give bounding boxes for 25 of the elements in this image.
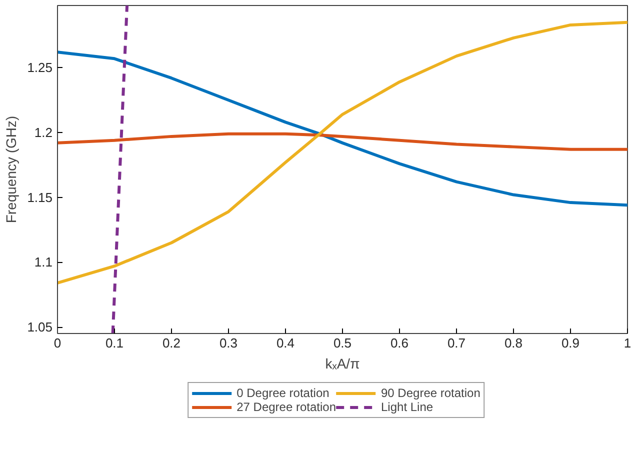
line-series — [58, 50, 628, 207]
legend-label: 27 Degree rotation — [236, 400, 336, 414]
x-tick-label: 1 — [624, 336, 632, 350]
x-tick-label: 0.7 — [447, 336, 466, 350]
x-tick-label: 0 — [54, 336, 62, 350]
y-tick-label: 1.1 — [34, 254, 53, 270]
x-axis-title: kₓA/π — [325, 356, 360, 372]
x-tick-label: 0.5 — [333, 336, 352, 350]
y-axis-title: Frequency (GHz) — [3, 116, 20, 224]
line-series — [58, 132, 628, 151]
legend-label: Light Line — [381, 400, 434, 414]
legend-label: 90 Degree rotation — [381, 386, 480, 400]
legend-label: 0 Degree rotation — [236, 386, 330, 400]
x-tick-label: 0.8 — [504, 336, 523, 350]
x-tick-label: 0.9 — [561, 336, 580, 350]
x-tick-label: 0.2 — [162, 336, 181, 350]
x-tick-label: 0.6 — [390, 336, 409, 350]
y-tick-label: 1.05 — [27, 320, 53, 335]
line-series — [58, 20, 628, 284]
y-tick-label: 1.2 — [34, 125, 53, 140]
x-tick-label: 0.3 — [219, 336, 238, 350]
x-tick-label: 0.1 — [105, 336, 124, 350]
x-tick-label: 0.4 — [276, 336, 295, 350]
y-tick-label: 1.25 — [27, 60, 53, 76]
y-tick-label: 1.15 — [27, 190, 53, 205]
